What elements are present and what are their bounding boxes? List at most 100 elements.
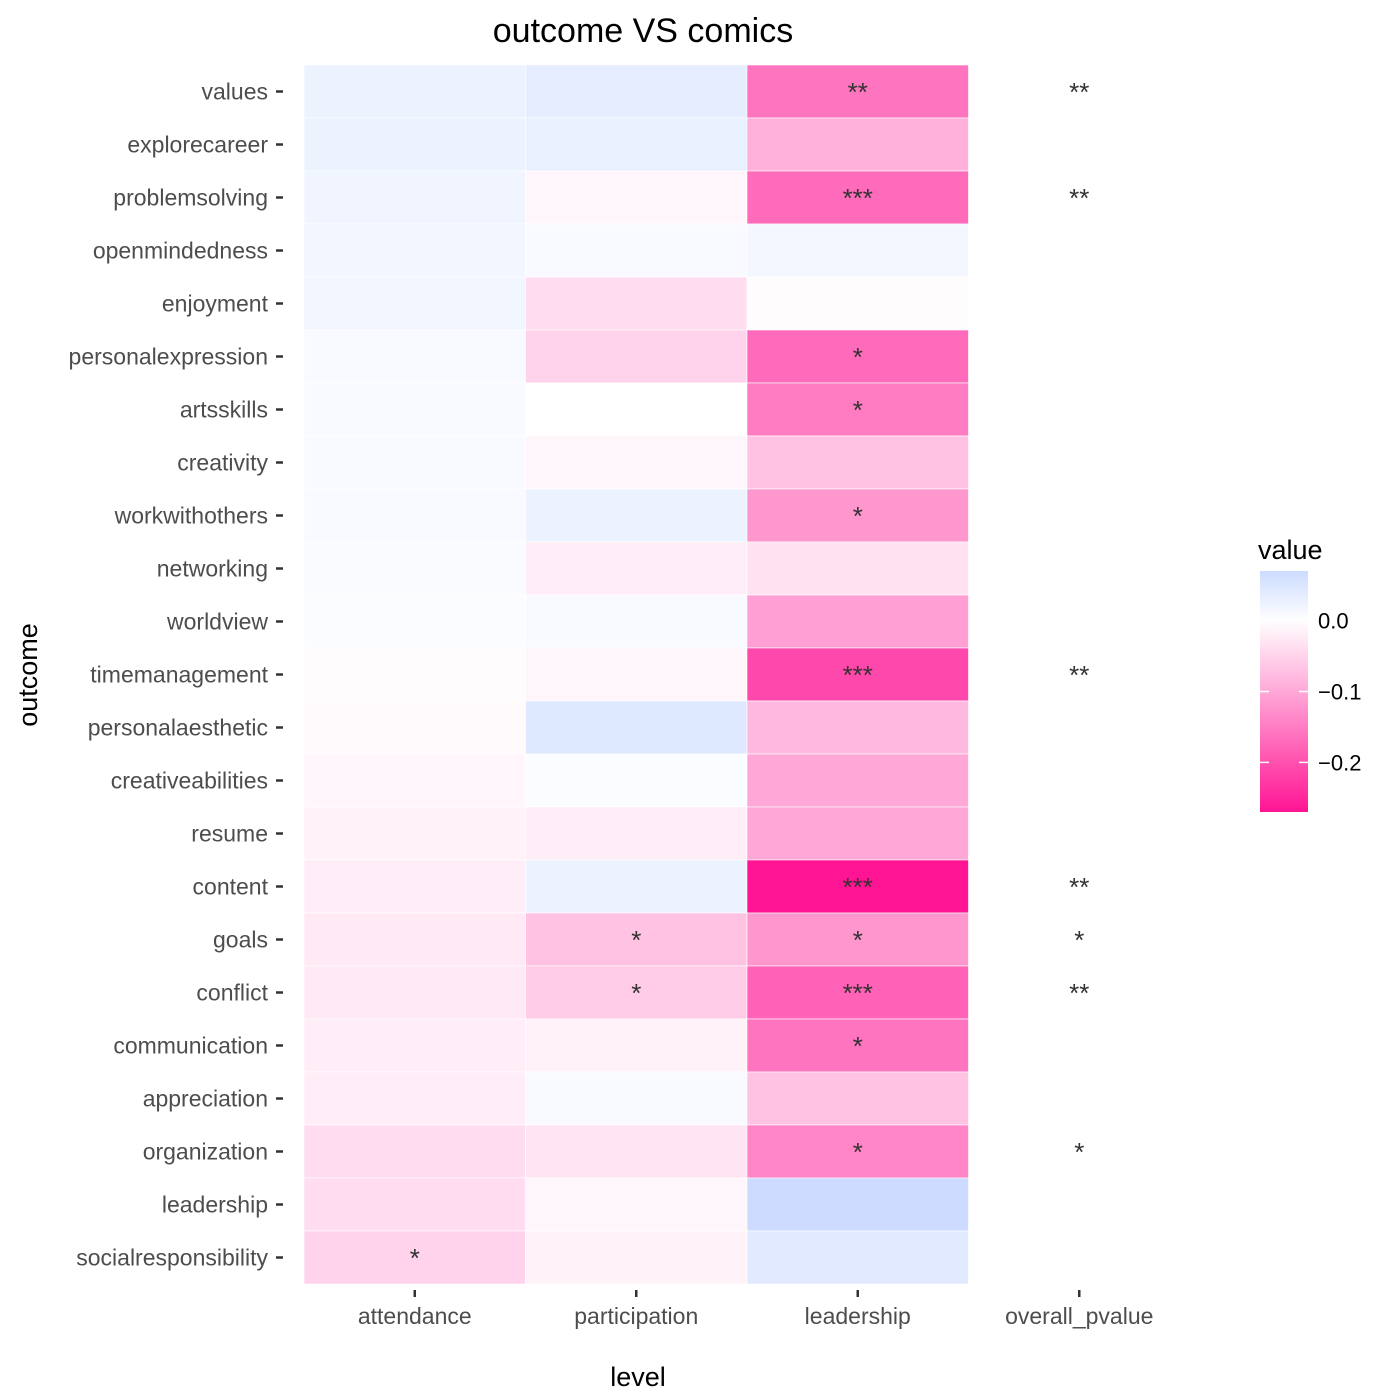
heatmap-cell [303, 594, 526, 649]
heatmap-cell [525, 594, 748, 649]
y-tick-label: communication [113, 1033, 268, 1059]
heatmap-cell [525, 1018, 748, 1073]
y-tick-label: creativity [177, 450, 268, 476]
heatmap-cell [303, 382, 526, 437]
significance-marker: ** [1069, 872, 1089, 902]
heatmap-cell [303, 1230, 526, 1285]
y-tick-label: problemsolving [113, 185, 268, 211]
color-legend: value 0.0 −0.1 −0.2 [1258, 535, 1361, 812]
significance-marker: * [853, 925, 863, 955]
heatmap-cell [525, 859, 748, 914]
heatmap-cell [303, 435, 526, 490]
heatmap-cell [525, 488, 748, 543]
y-tick-label: resume [191, 821, 268, 847]
significance-marker: ** [848, 77, 868, 107]
significance-marker: *** [843, 978, 873, 1008]
significance-marker: * [631, 925, 641, 955]
heatmap-cell [303, 1018, 526, 1073]
heatmap-cell [525, 329, 748, 384]
y-tick-label: appreciation [143, 1086, 268, 1112]
legend-tick-label: −0.1 [1318, 680, 1361, 705]
heatmap-cell [525, 170, 748, 225]
heatmap-cell [303, 64, 526, 119]
heatmap-cell [525, 965, 748, 1020]
y-tick-label: values [202, 79, 268, 105]
heatmap-cell [303, 1071, 526, 1126]
significance-marker: * [631, 978, 641, 1008]
heatmap-cell [746, 1230, 969, 1285]
heatmap-cell [303, 647, 526, 702]
heatmap-cell [746, 1177, 969, 1232]
heatmap-cell [525, 382, 748, 437]
y-tick-label: organization [143, 1139, 268, 1165]
heatmap-cell [746, 965, 969, 1020]
significance-marker: * [853, 395, 863, 425]
heatmap-cell [746, 488, 969, 543]
heatmap-cell [303, 753, 526, 808]
heatmap-cell [525, 1230, 748, 1285]
heatmap-cell [303, 1177, 526, 1232]
heatmap-cell [303, 223, 526, 278]
chart-title: outcome VS comics [493, 12, 793, 50]
heatmap-cell [525, 753, 748, 808]
heatmap-cell [525, 64, 748, 119]
significance-marker: *** [843, 183, 873, 213]
y-tick-label: creativeabilities [111, 768, 268, 794]
heatmap-cell [303, 541, 526, 596]
significance-marker: * [1074, 1137, 1084, 1167]
significance-marker: ** [1069, 660, 1089, 690]
heatmap-cell [525, 806, 748, 861]
significance-marker: * [853, 342, 863, 372]
heatmap-cell [303, 117, 526, 172]
heatmap-cell [746, 117, 969, 172]
significance-marker: ** [1069, 77, 1089, 107]
heatmap-cell [746, 1071, 969, 1126]
heatmap-cell [525, 1124, 748, 1179]
y-tick-label: openmindedness [93, 238, 268, 264]
x-tick-label: participation [574, 1303, 698, 1329]
heatmap-cell [746, 329, 969, 384]
y-axis-title: outcome [13, 623, 43, 727]
heatmap-cell [746, 594, 969, 649]
heatmap-cells [303, 64, 969, 1285]
heatmap-cell [746, 276, 969, 331]
y-tick-label: personalaesthetic [88, 715, 268, 741]
heatmap-cell [303, 1124, 526, 1179]
y-tick-label: personalexpression [69, 344, 268, 370]
heatmap-cell [303, 859, 526, 914]
significance-marker: * [853, 501, 863, 531]
y-tick-label: content [193, 874, 269, 900]
significance-marker: ** [1069, 183, 1089, 213]
heatmap-cell [525, 117, 748, 172]
significance-marker: * [853, 1137, 863, 1167]
heatmap-cell [303, 488, 526, 543]
heatmap-cell [525, 647, 748, 702]
y-tick-label: goals [213, 927, 268, 953]
heatmap-cell [525, 1071, 748, 1126]
heatmap-cell [525, 1177, 748, 1232]
significance-markers: ** ***** ******** ***** *** * ** *** **** ** [410, 77, 1090, 1273]
heatmap-cell [303, 329, 526, 384]
y-tick-label: socialresponsibility [76, 1245, 268, 1271]
heatmap-cell [746, 382, 969, 437]
significance-marker: * [1074, 925, 1084, 955]
heatmap-cell [303, 965, 526, 1020]
heatmap-cell [525, 700, 748, 755]
heatmap-cell [303, 912, 526, 967]
heatmap-cell [746, 912, 969, 967]
y-tick-label: networking [157, 556, 268, 582]
heatmap-cell [746, 806, 969, 861]
y-tick-label: timemanagement [90, 662, 268, 688]
heatmap-cell [525, 541, 748, 596]
heatmap-cell [303, 806, 526, 861]
y-tick-label: leadership [162, 1192, 268, 1218]
x-tick-label: overall_pvalue [1005, 1303, 1153, 1329]
y-tick-label: artsskills [180, 397, 268, 423]
heatmap-cell [303, 170, 526, 225]
heatmap-cell [303, 276, 526, 331]
y-tick-label: workwithothers [114, 503, 268, 529]
heatmap-cell [525, 435, 748, 490]
x-tick-label: attendance [358, 1303, 472, 1329]
x-tick-label: leadership [805, 1303, 911, 1329]
